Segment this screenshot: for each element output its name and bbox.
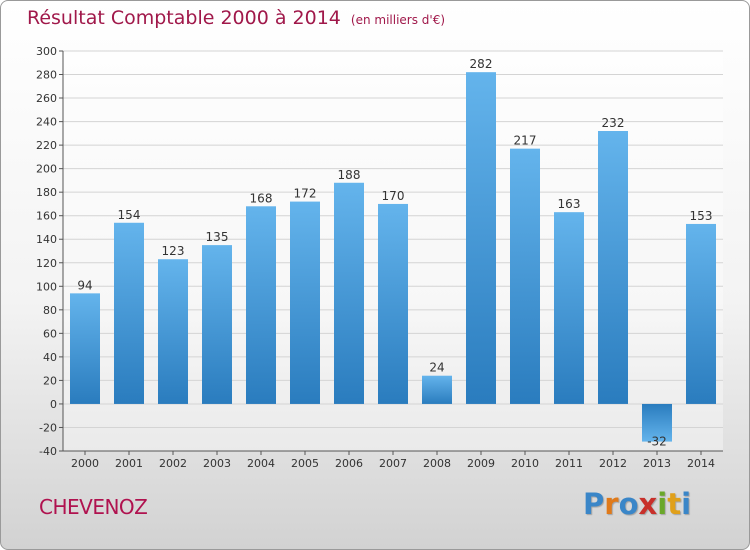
logo-letter: i bbox=[681, 487, 692, 521]
data-label: 170 bbox=[382, 189, 405, 203]
bar bbox=[70, 293, 100, 404]
y-tick-label: 20 bbox=[43, 374, 57, 387]
data-label: 94 bbox=[77, 278, 92, 292]
x-tick-label: 2003 bbox=[203, 457, 231, 470]
x-tick-label: 2006 bbox=[335, 457, 363, 470]
bar bbox=[466, 72, 496, 404]
x-tick-label: 2011 bbox=[555, 457, 583, 470]
data-label: 217 bbox=[514, 134, 537, 148]
x-tick-label: 2009 bbox=[467, 457, 495, 470]
unit-note: (en milliers d'€) bbox=[350, 13, 446, 27]
data-label: 154 bbox=[118, 208, 141, 222]
data-label: 24 bbox=[429, 361, 444, 375]
bar bbox=[686, 223, 716, 404]
y-tick-label: 260 bbox=[36, 92, 57, 105]
logo-letter: r bbox=[604, 487, 619, 521]
x-tick-label: 2010 bbox=[511, 457, 539, 470]
x-tick-label: 2013 bbox=[643, 457, 671, 470]
x-tick-label: 2005 bbox=[291, 457, 319, 470]
x-tick-label: 2004 bbox=[247, 457, 275, 470]
data-label: 282 bbox=[470, 57, 493, 71]
data-label: 188 bbox=[338, 168, 361, 182]
bar bbox=[202, 245, 232, 404]
y-tick-label: 200 bbox=[36, 163, 57, 176]
bars: 94 154 123 135 168 172 188 170 24 282 217 163 232 -32… bbox=[70, 57, 716, 449]
bar bbox=[598, 131, 628, 404]
y-tick-label: 60 bbox=[43, 327, 57, 340]
y-tick-label: 280 bbox=[36, 69, 57, 82]
y-tick-label: 220 bbox=[36, 139, 57, 152]
x-tick-label: 2000 bbox=[71, 457, 99, 470]
y-tick-label: 100 bbox=[36, 280, 57, 293]
y-tick-label: 240 bbox=[36, 116, 57, 129]
data-label: 135 bbox=[206, 230, 229, 244]
bar bbox=[510, 148, 540, 404]
x-tick-label: 2014 bbox=[687, 457, 715, 470]
data-label: 172 bbox=[294, 187, 317, 201]
bar bbox=[158, 259, 188, 404]
data-label: 163 bbox=[558, 197, 581, 211]
data-label: 168 bbox=[250, 191, 273, 205]
logo-letter: t bbox=[667, 487, 682, 521]
logo-letter: i bbox=[657, 487, 668, 521]
logo-letter: o bbox=[618, 487, 639, 521]
y-tick-label: 180 bbox=[36, 186, 57, 199]
y-tick-label: 40 bbox=[43, 351, 57, 364]
x-tick-label: 2012 bbox=[599, 457, 627, 470]
y-tick-label: -20 bbox=[39, 421, 57, 434]
title-row: Résultat Comptable 2000 à 2014 (en millie… bbox=[27, 7, 445, 29]
x-tick-label: 2002 bbox=[159, 457, 187, 470]
logo-letter: x bbox=[638, 487, 658, 521]
logo-letter: P bbox=[583, 487, 605, 521]
bar bbox=[378, 203, 408, 404]
y-tick-label: 80 bbox=[43, 304, 57, 317]
city-name: CHEVENOZ bbox=[39, 495, 148, 519]
y-tick-label: 160 bbox=[36, 210, 57, 223]
y-tick-label: 140 bbox=[36, 233, 57, 246]
data-label: 232 bbox=[602, 116, 625, 130]
data-label: 153 bbox=[690, 209, 713, 223]
y-tick-label: 0 bbox=[50, 398, 57, 411]
x-tick-label: 2007 bbox=[379, 457, 407, 470]
bar bbox=[334, 182, 364, 404]
proxiti-logo: Proxiti bbox=[583, 487, 691, 521]
bar bbox=[114, 222, 144, 404]
bar bbox=[422, 375, 452, 404]
y-axis: -40 -20 0 20 40 60 80 100 120 140 160 180 200 220 240 2… bbox=[36, 45, 63, 458]
bar bbox=[554, 212, 584, 404]
data-label: 123 bbox=[162, 244, 185, 258]
y-tick-label: -40 bbox=[39, 445, 57, 458]
x-axis: 2000 2001 2002 2003 2004 2005 2006 2007 2008 2009… bbox=[71, 451, 715, 470]
y-tick-label: 120 bbox=[36, 257, 57, 270]
bar bbox=[290, 201, 320, 404]
x-tick-label: 2001 bbox=[115, 457, 143, 470]
bar bbox=[642, 403, 672, 442]
y-tick-label: 300 bbox=[36, 45, 57, 58]
chart-title: Résultat Comptable 2000 à 2014 bbox=[27, 7, 341, 29]
bar bbox=[246, 206, 276, 404]
x-tick-label: 2008 bbox=[423, 457, 451, 470]
data-label: -32 bbox=[647, 435, 667, 449]
